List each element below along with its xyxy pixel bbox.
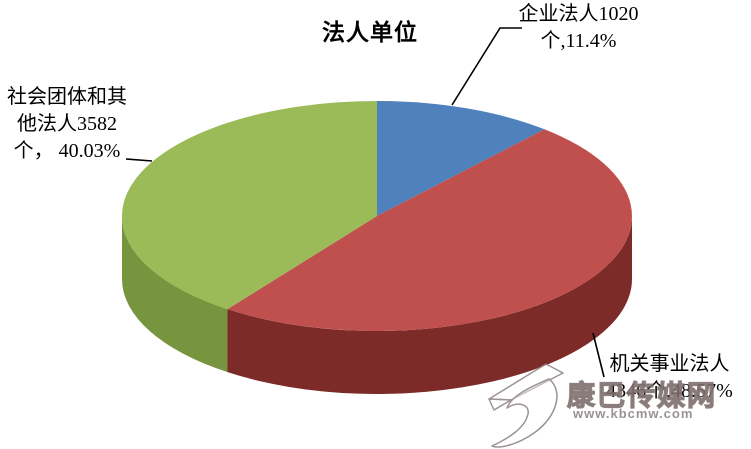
data-label-social-line3: 个， 40.03% — [13, 140, 121, 162]
data-label-enterprise-line1: 企业法人1020 — [518, 3, 639, 25]
pie-slice-enterprise[interactable] — [377, 101, 545, 216]
leader-line-government — [592, 332, 605, 378]
pie-slice-social[interactable] — [122, 101, 377, 310]
pie-side-social[interactable] — [122, 216, 228, 373]
data-label-social-line1: 社会团体和其 — [7, 86, 127, 108]
chart-title: 法人单位 — [322, 19, 418, 45]
data-label-government: 机关事业法人 4346个,48.57% — [588, 351, 751, 405]
watermark-site-name: 康巴传媒网 — [566, 379, 718, 411]
data-label-government-line1: 机关事业法人 — [609, 353, 730, 375]
data-label-government-line2: 4346个,48.57% — [606, 380, 733, 402]
watermark-url: www.kbcmw.com — [573, 406, 694, 421]
watermark-logo-icon — [488, 363, 564, 448]
leader-line-enterprise — [451, 27, 522, 106]
data-label-social: 社会团体和其 他法人3582 个， 40.03% — [0, 84, 134, 165]
pie-slice-government[interactable] — [227, 129, 632, 331]
data-label-social-line2: 他法人3582 — [17, 113, 117, 135]
pie-side-government[interactable] — [227, 216, 633, 394]
pie-3d-group — [122, 101, 632, 394]
leader-lines — [125, 27, 605, 378]
leader-line-social — [125, 158, 153, 162]
data-label-enterprise: 企业法人1020 个,11.4% — [496, 1, 661, 55]
data-label-enterprise-line2: 个,11.4% — [540, 30, 617, 52]
